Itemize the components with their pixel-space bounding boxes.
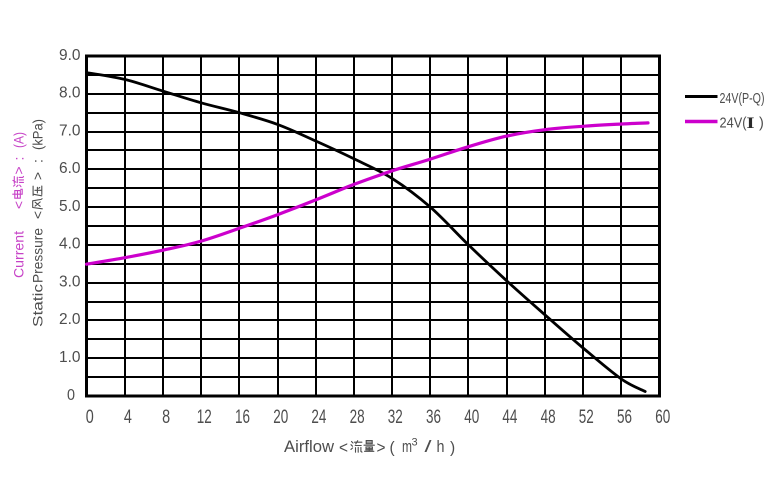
svg-text:32: 32 xyxy=(388,407,403,428)
svg-text:44: 44 xyxy=(502,407,517,428)
svg-text:24: 24 xyxy=(311,407,326,428)
svg-text:Airflow: Airflow xyxy=(284,437,335,456)
svg-text:): ) xyxy=(759,116,764,132)
svg-text::: : xyxy=(30,159,46,163)
svg-text:48: 48 xyxy=(541,407,556,428)
svg-text::: : xyxy=(11,157,27,161)
svg-text:>: > xyxy=(11,167,27,175)
svg-text:I: I xyxy=(747,115,755,132)
svg-text:m: m xyxy=(402,437,412,456)
svg-text:28: 28 xyxy=(350,407,365,428)
svg-text:4.0: 4.0 xyxy=(59,236,81,253)
svg-text:7.0: 7.0 xyxy=(59,122,81,139)
svg-text:20: 20 xyxy=(273,407,288,428)
svg-text:12: 12 xyxy=(197,407,212,428)
svg-text:<: < xyxy=(11,201,27,209)
svg-text:9.0: 9.0 xyxy=(59,47,81,64)
svg-text:<: < xyxy=(339,438,348,457)
svg-text:2.0: 2.0 xyxy=(59,311,81,328)
svg-text:): ) xyxy=(450,440,455,457)
svg-text:>: > xyxy=(377,438,386,457)
svg-text:/: / xyxy=(425,437,432,456)
svg-text:3: 3 xyxy=(412,437,418,449)
svg-text:Pressure: Pressure xyxy=(30,228,46,283)
svg-text:24V(: 24V( xyxy=(720,116,747,132)
svg-text:(A): (A) xyxy=(11,132,27,148)
svg-text:5.0: 5.0 xyxy=(59,198,81,215)
svg-text:0: 0 xyxy=(67,387,75,404)
svg-text:<: < xyxy=(30,211,46,219)
svg-text:1.0: 1.0 xyxy=(59,349,81,366)
svg-text:6.0: 6.0 xyxy=(59,160,81,177)
svg-text:>: > xyxy=(30,172,46,180)
svg-text:Current: Current xyxy=(11,231,27,278)
svg-text:8.0: 8.0 xyxy=(59,85,81,102)
svg-text:36: 36 xyxy=(426,407,441,428)
svg-text:4: 4 xyxy=(124,407,132,428)
svg-text:16: 16 xyxy=(235,407,250,428)
svg-text:3.0: 3.0 xyxy=(59,274,81,291)
svg-text:60: 60 xyxy=(655,407,670,428)
svg-text:52: 52 xyxy=(579,407,594,428)
svg-text:24V(P-Q): 24V(P-Q) xyxy=(720,91,765,107)
svg-text:(: ( xyxy=(390,440,396,457)
svg-text:h: h xyxy=(437,437,445,456)
svg-text:Static: Static xyxy=(30,284,46,327)
svg-text:0: 0 xyxy=(86,407,94,428)
svg-text:(kPa): (kPa) xyxy=(30,119,46,150)
svg-text:8: 8 xyxy=(162,407,170,428)
svg-text:56: 56 xyxy=(617,407,632,428)
svg-text:40: 40 xyxy=(464,407,479,428)
